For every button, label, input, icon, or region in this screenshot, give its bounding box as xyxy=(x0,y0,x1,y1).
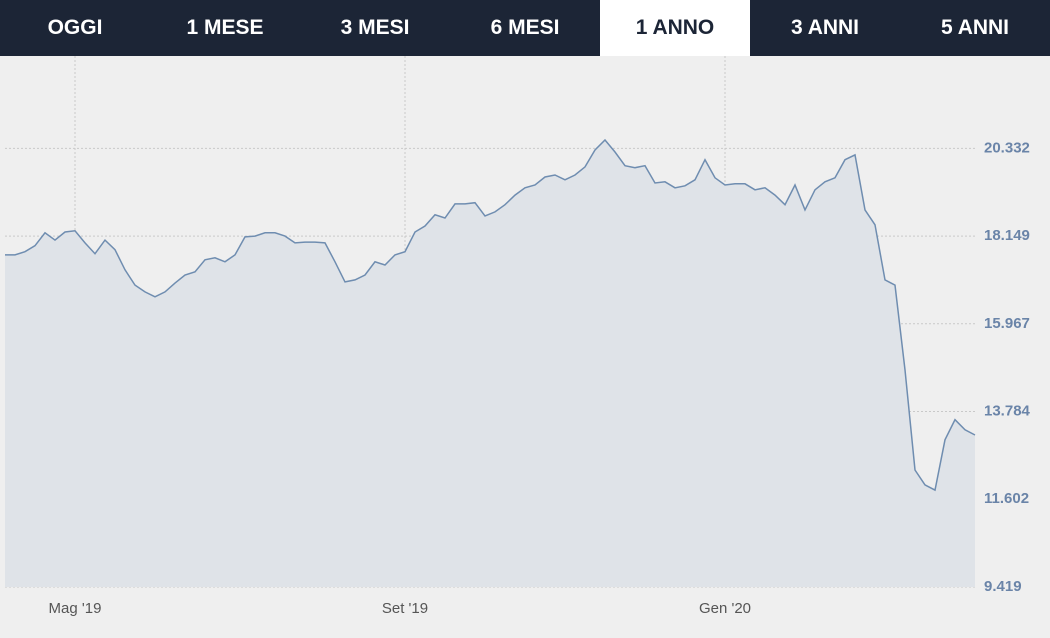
line xyxy=(5,138,976,492)
tab[interactable]: 5 ANNI xyxy=(940,16,1010,39)
tab[interactable]: 1 MESE xyxy=(186,16,264,39)
tab[interactable]: OGGI xyxy=(47,16,103,39)
x-tick-label: Mag '19 xyxy=(49,600,102,617)
tab-bar: OGGI 1 MESE 3 MESI 6 MESI 1 ANNO 3 ANNI 5 ANNI xyxy=(0,0,1050,56)
y-tick-label: 13.784 xyxy=(984,403,1031,420)
tab[interactable]: 6 MESI xyxy=(490,16,560,39)
y-tick-label: 15.967 xyxy=(984,315,1030,332)
tab[interactable]: 3 ANNI xyxy=(790,16,860,39)
y-tick-label: 18.149 xyxy=(984,227,1030,244)
x-tick-label: Gen '20 xyxy=(699,600,751,617)
chart: 9.419 11.602 13.784 15.967 18.149 20.332 Mag '… xyxy=(5,56,1031,617)
tab[interactable]: 3 MESI xyxy=(340,16,410,39)
x-tick-label: Set '19 xyxy=(382,600,428,617)
y-tick-label: 11.602 xyxy=(984,490,1029,507)
y-tick-label: 9.419 xyxy=(984,578,1022,595)
y-tick-label: 20.332 xyxy=(984,139,1030,156)
tab[interactable]: 1 ANNO xyxy=(600,0,750,56)
area xyxy=(5,140,975,587)
